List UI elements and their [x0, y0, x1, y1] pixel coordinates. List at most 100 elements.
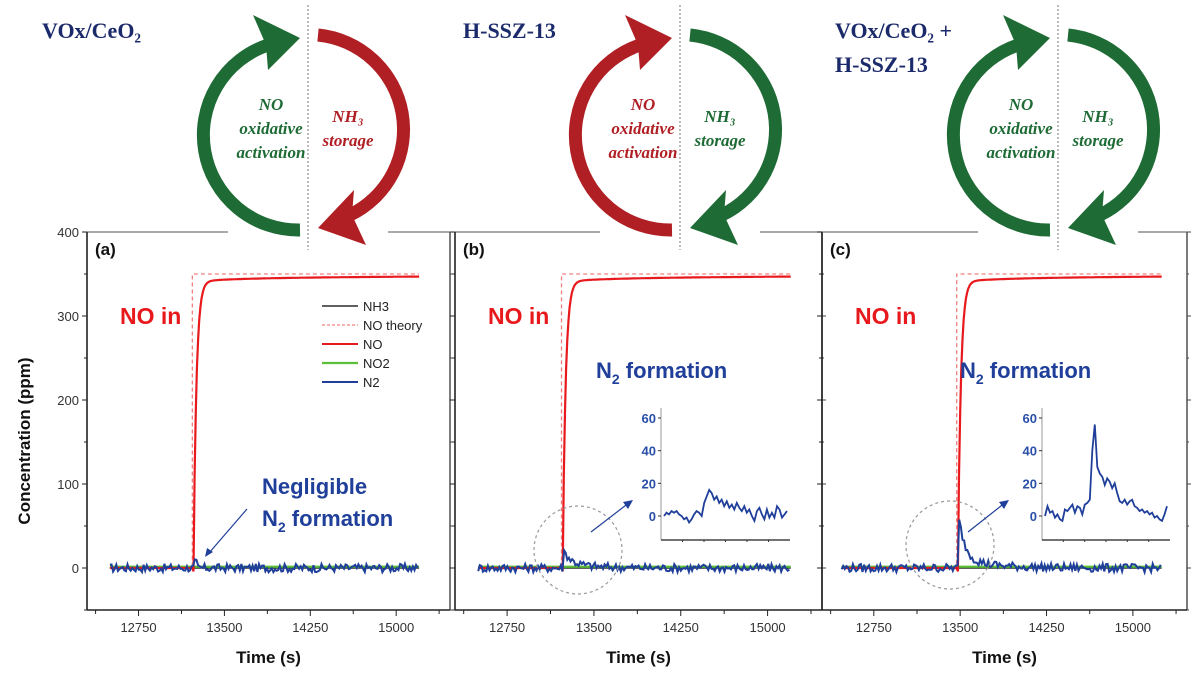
cycle-left-label: activation [609, 143, 678, 162]
cycle-left-label: NO [1008, 95, 1034, 114]
cycle-left-label: oxidative [611, 119, 675, 138]
panel-c: NO oxidative activation NH₃ storage VOx/CeO₂ … [817, 5, 1191, 667]
x-tick-label: 14250 [663, 620, 699, 635]
y-axis-title: Concentration (ppm) [15, 357, 34, 524]
y-tick-label: 100 [57, 477, 79, 492]
series-no-theory [478, 273, 791, 569]
series-n2 [477, 547, 790, 576]
inset-plot: 0 20 40 60 [1023, 408, 1170, 542]
x-tick-label: 13500 [942, 620, 978, 635]
cycle-arc-right [317, 28, 410, 221]
x-tick-label: 15000 [378, 620, 414, 635]
cycle-right-label: NH₃ [331, 107, 364, 126]
cycle-left-label: oxidative [989, 119, 1053, 138]
annotation-arrow [590, 501, 631, 533]
cycle-diagram: NO oxidative activation NH₃ storage [568, 5, 782, 250]
x-tick-label: 14250 [292, 620, 328, 635]
arrowhead-icon [623, 500, 633, 509]
y-tick-label: 0 [72, 561, 79, 576]
catalyst-title: H-SSZ-13 [463, 18, 556, 43]
legend-label: NO theory [363, 318, 423, 333]
cycle-right-label: storage [1072, 131, 1124, 150]
x-tick-label: 13500 [206, 620, 242, 635]
annotation-n2: N2 formation [596, 358, 727, 387]
inset-y-tick-label: 0 [1030, 509, 1037, 524]
cycle-arc-right [689, 28, 782, 221]
cycle-diagram: NO oxidative activation NH₃ storage [196, 5, 410, 250]
annotation-n2: Negligible [262, 474, 367, 499]
x-axis-title: Time (s) [972, 648, 1037, 667]
panel-a: NO oxidative activation NH₃ storage VOx/CeO₂ 0… [15, 5, 454, 667]
x-axis-title: Time (s) [606, 648, 671, 667]
x-tick-label: 12750 [489, 620, 525, 635]
inset-y-tick-label: 40 [642, 444, 656, 459]
arrowhead-down-icon [318, 190, 366, 245]
cycle-left-label: activation [987, 143, 1056, 162]
series [477, 273, 791, 576]
panel-b: NO oxidative activation NH₃ storage H-SSZ-13 1… [450, 5, 826, 667]
legend-label: NO [363, 337, 383, 352]
legend-label: N2 [363, 375, 380, 390]
cycle-left-label: NO [258, 95, 284, 114]
catalyst-title: VOx/CeO₂ [42, 18, 141, 43]
axes: 0 100 200 300 400 12750 13500 14250 15000 Time (s… [15, 225, 454, 667]
arrowhead-icon [999, 500, 1009, 509]
annotation-no-in: NO in [120, 303, 181, 329]
cycle-right-label: storage [322, 131, 374, 150]
arrowhead-down-icon [1068, 190, 1116, 245]
catalyst-title: H-SSZ-13 [835, 52, 928, 77]
arrowhead-up-icon [253, 15, 300, 70]
cycle-left-label: NO [630, 95, 656, 114]
cycle-right-label: storage [694, 131, 746, 150]
y-tick-label: 200 [57, 393, 79, 408]
series-n2 [840, 519, 1162, 576]
annotation-no-in: NO in [488, 303, 549, 329]
series-n2 [109, 558, 419, 575]
panel-label: (b) [463, 240, 485, 259]
inset-series-n2 [663, 488, 788, 525]
axes: 12750 13500 14250 15000 Time (s) (b) [450, 231, 826, 667]
cycle-left-label: oxidative [239, 119, 303, 138]
x-tick-label: 12750 [120, 620, 156, 635]
cycle-arc-left [196, 38, 301, 237]
inset-y-tick-label: 40 [1023, 444, 1037, 459]
arrowhead-up-icon [625, 15, 672, 70]
annotation-n2: N2 formation [960, 358, 1091, 387]
panel-label: (a) [95, 240, 116, 259]
annotation-arrow [967, 501, 1007, 533]
legend: NH3 NO theory NO NO2 N2 [322, 299, 423, 390]
inset-y-tick-label: 20 [642, 476, 656, 491]
annotation-arrow [208, 508, 248, 554]
x-tick-label: 12750 [856, 620, 892, 635]
cycle-left-label: activation [237, 143, 306, 162]
axes: 12750 13500 14250 15000 Time (s) (c) [817, 231, 1191, 667]
inset-plot: 0 20 40 60 [642, 408, 790, 542]
cycle-arc-right [1067, 28, 1160, 221]
highlight-circle [533, 505, 623, 595]
y-tick-label: 400 [57, 225, 79, 240]
x-tick-label: 13500 [576, 620, 612, 635]
cycle-right-label: NH₃ [1081, 107, 1114, 126]
panel-label: (c) [830, 240, 851, 259]
x-tick-label: 15000 [750, 620, 786, 635]
series [109, 273, 420, 575]
inset-y-tick-label: 60 [1023, 411, 1037, 426]
inset-y-tick-label: 60 [642, 411, 656, 426]
annotation-no-in: NO in [855, 303, 916, 329]
legend-label: NH3 [363, 299, 389, 314]
cycle-right-label: NH₃ [703, 107, 736, 126]
arrowhead-down-icon [690, 190, 738, 245]
legend-label: NO2 [363, 356, 390, 371]
highlight-circle [905, 500, 995, 590]
x-axis-title: Time (s) [236, 648, 301, 667]
arrowhead-icon [205, 548, 213, 557]
cycle-arc-left [946, 38, 1051, 237]
series [840, 273, 1162, 576]
x-tick-label: 15000 [1115, 620, 1151, 635]
x-tick-label: 14250 [1028, 620, 1064, 635]
inset-y-tick-label: 20 [1023, 476, 1037, 491]
arrowhead-up-icon [1003, 15, 1050, 70]
y-tick-label: 300 [57, 309, 79, 324]
catalyst-title: VOx/CeO₂ + [835, 18, 952, 43]
